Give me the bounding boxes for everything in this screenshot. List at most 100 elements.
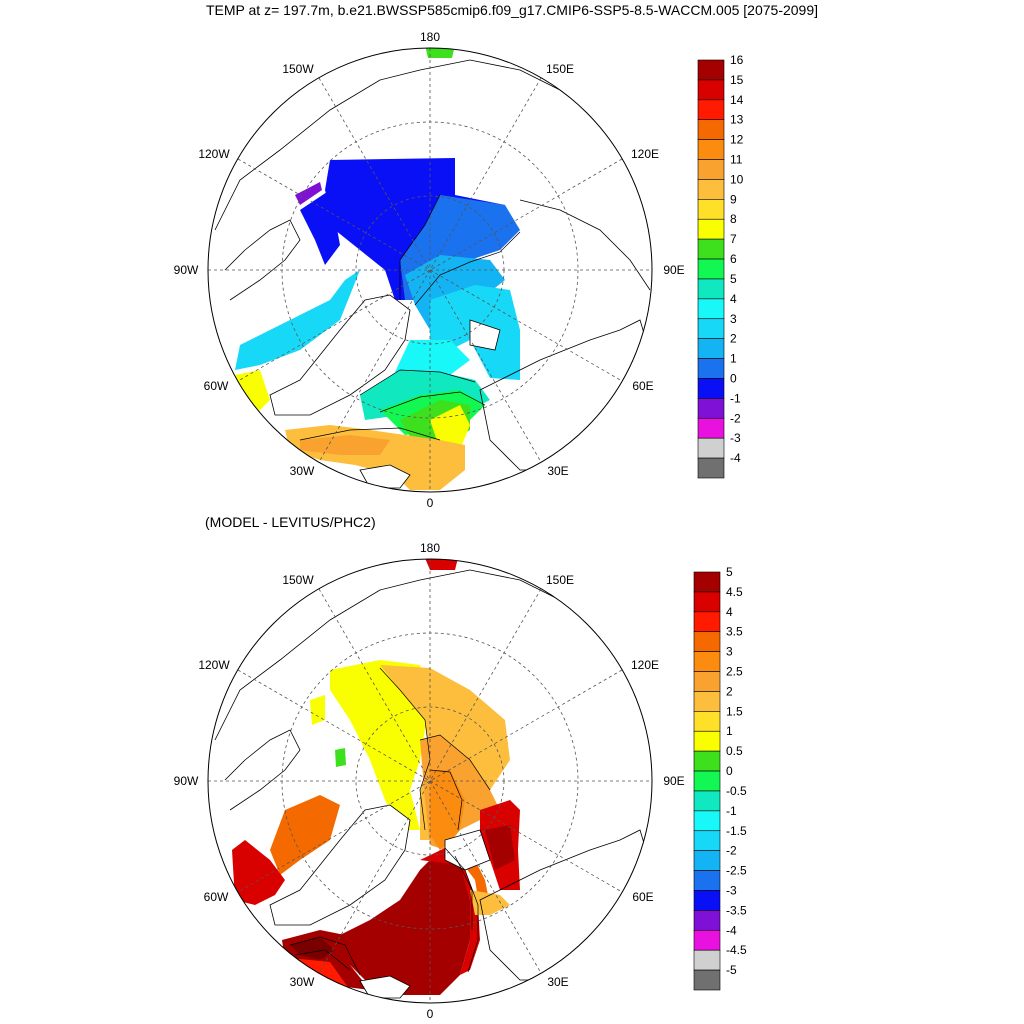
bottom-lon-label: 120E [631, 658, 659, 672]
bottom-region-4p5to5 [420, 848, 480, 975]
colorbar-swatch [693, 929, 721, 951]
top-map-boundary [207, 47, 653, 493]
colorbar-tick-label: 4 [730, 292, 737, 306]
colorbar-swatch [693, 969, 721, 991]
bottom-contour-6 [289, 936, 361, 976]
top-temperature-field [214, 48, 652, 490]
bottom-canada-coast [224, 729, 301, 811]
colorbar-swatch [693, 810, 721, 832]
colorbar-tick-label: -1 [726, 804, 737, 818]
colorbar-tick-label: 16 [730, 53, 744, 67]
top-contour-3 [359, 369, 476, 396]
bottom-region-2p5to3 [430, 770, 465, 850]
top-region-archipelago [300, 190, 340, 265]
colorbar-tick-label: -3.5 [726, 903, 747, 917]
colorbar-swatch [697, 139, 725, 160]
top-greenland-land [269, 294, 411, 416]
colorbar-tick-label: 12 [730, 133, 744, 147]
bottom-region-barents-core [485, 825, 515, 870]
colorbar-swatch [693, 711, 721, 732]
colorbar-swatch [693, 591, 721, 613]
colorbar-swatch [693, 651, 721, 672]
colorbar-swatch [693, 870, 721, 891]
colorbar-swatch [693, 730, 721, 752]
top-contour-1 [399, 194, 441, 300]
colorbar-tick-label: 1 [730, 352, 737, 366]
bottom-region-labrador [232, 840, 285, 905]
bottom-region-1to1p5 [330, 660, 430, 830]
colorbar-swatch [693, 949, 721, 971]
colorbar-tick-label: 6 [730, 252, 737, 266]
bottom-region-edge [470, 890, 510, 915]
bottom-region-gt5 [340, 850, 470, 995]
top-svalbard-land [469, 319, 501, 351]
colorbar-swatch [693, 671, 721, 692]
colorbar-swatch [697, 238, 725, 260]
colorbar-tick-label: 8 [730, 212, 737, 226]
bottom-lon-label: 60E [632, 890, 653, 904]
top-lon-label: 90E [663, 263, 684, 277]
colorbar-tick-label: -1.5 [726, 824, 747, 838]
colorbar-swatch [697, 159, 725, 180]
colorbar-tick-label: 4 [726, 605, 733, 619]
colorbar-tick-label: 3 [726, 645, 733, 659]
colorbar-tick-label: -4 [730, 451, 741, 465]
colorbar-swatch [697, 417, 725, 439]
colorbar-swatch [697, 278, 725, 300]
colorbar-tick-label: 2 [730, 332, 737, 346]
bottom-lon-label: 180 [420, 541, 440, 555]
colorbar-tick-label: 1.5 [726, 704, 743, 718]
top-contour-5 [299, 427, 441, 441]
colorbar-swatch [693, 770, 721, 792]
colorbar-tick-label: 2 [726, 684, 733, 698]
bottom-contour-3 [429, 769, 463, 831]
colorbar-tick-label: -2.5 [726, 864, 747, 878]
colorbar-swatch [697, 358, 725, 379]
colorbar-swatch [697, 338, 725, 359]
bottom-lon-label: 90E [663, 774, 684, 788]
colorbar-swatch [693, 750, 721, 772]
top-canada-coast [224, 219, 301, 301]
top-lon-label: 60W [204, 379, 229, 393]
top-region-minus1 [295, 182, 322, 205]
top-region-11to12 [300, 435, 390, 455]
colorbar-tick-label: 7 [730, 232, 737, 246]
colorbar-tick-label: -3 [730, 431, 741, 445]
top-lon-labels: 180 150E 120E 90E 60E 30E 0 30W 60W 90W … [174, 30, 685, 510]
colorbar-tick-label: 13 [730, 113, 744, 127]
bottom-lon-label: 30E [547, 975, 568, 989]
colorbar-tick-label: -2 [730, 411, 741, 425]
colorbar-tick-label: -4 [726, 923, 737, 937]
colorbar-tick-label: 3.5 [726, 625, 743, 639]
colorbar-tick-label: 9 [730, 192, 737, 206]
bottom-lon-labels: 180 150E 120E 90E 60E 30E 0 30W 60W 90W … [174, 541, 685, 1021]
bottom-greenland-land [269, 804, 411, 926]
colorbar-tick-label: 4.5 [726, 585, 743, 599]
colorbar-tick-label: 5 [730, 272, 737, 286]
top-lon-label: 150W [282, 62, 314, 76]
bottom-contour-1 [379, 667, 431, 831]
colorbar-tick-label: -1 [730, 391, 741, 405]
colorbar-tick-label: 15 [730, 73, 744, 87]
colorbar-swatch [693, 850, 721, 871]
bottom-contour-7 [294, 949, 351, 971]
colorbar-tick-label: 5 [726, 565, 733, 579]
bottom-lon-label: 30W [290, 975, 315, 989]
colorbar-tick-label: 0 [726, 764, 733, 778]
colorbar-swatch [697, 119, 725, 140]
colorbar-tick-label: 1 [726, 724, 733, 738]
bottom-contour-2 [419, 734, 491, 791]
colorbar-tick-label: 3 [730, 312, 737, 326]
colorbar-swatch [697, 79, 725, 101]
bottom-lon-label: 60W [204, 890, 229, 904]
colorbar-tick-label: -0.5 [726, 784, 747, 798]
top-region-8to9 [430, 405, 470, 450]
bottom-region-bering [425, 559, 458, 570]
colorbar-swatch [697, 318, 725, 339]
bottom-lon-label: 0 [427, 1007, 434, 1021]
plot-title: TEMP at z= 197.7m, b.e21.BWSSP585cmip6.f… [205, 2, 819, 18]
colorbar-tick-label: 11 [730, 153, 743, 167]
top-graticule [208, 48, 652, 492]
colorbar-swatch [693, 611, 721, 633]
